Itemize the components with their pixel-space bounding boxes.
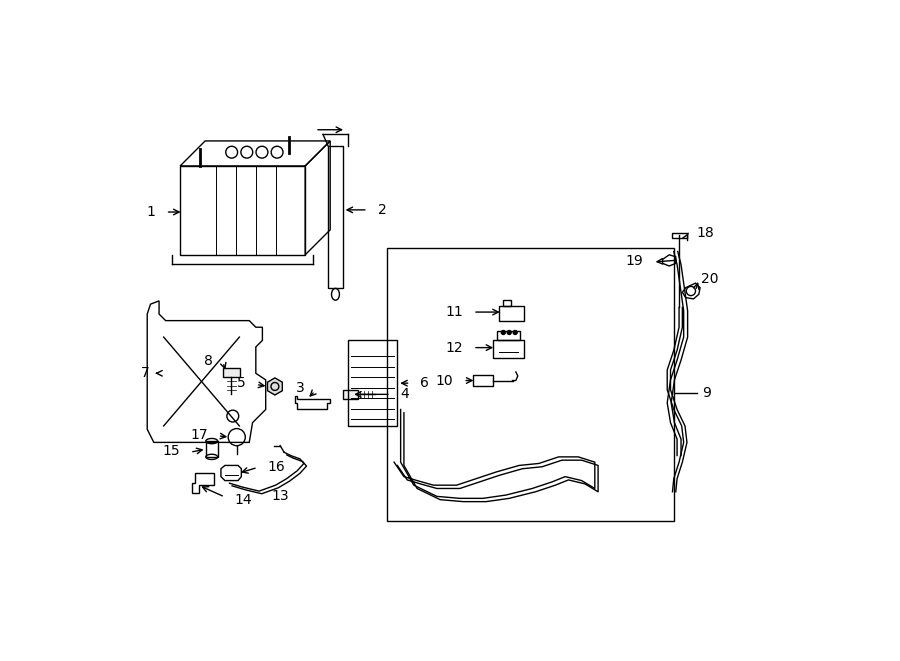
Text: 8: 8 (204, 354, 213, 368)
Bar (388, 249, 674, 522)
Bar (348, 340, 397, 426)
Bar (223, 368, 240, 377)
Text: 18: 18 (697, 226, 715, 240)
Circle shape (513, 330, 518, 334)
Text: 13: 13 (271, 488, 289, 503)
Bar (503, 299, 511, 306)
Text: 12: 12 (446, 340, 464, 354)
Text: 19: 19 (626, 254, 644, 268)
Bar (497, 331, 520, 340)
Circle shape (501, 330, 505, 334)
Text: 5: 5 (238, 376, 246, 390)
Circle shape (508, 330, 511, 334)
Bar (500, 306, 525, 321)
Text: 9: 9 (702, 386, 711, 400)
Bar (344, 390, 358, 399)
Text: 14: 14 (234, 492, 252, 507)
Text: 6: 6 (420, 376, 429, 390)
Bar (473, 375, 493, 387)
Text: 3: 3 (296, 381, 304, 395)
Text: 4: 4 (400, 387, 410, 401)
Text: 20: 20 (701, 272, 719, 286)
Text: 16: 16 (267, 460, 284, 474)
Bar (493, 340, 525, 358)
Text: 15: 15 (163, 444, 180, 458)
Text: 17: 17 (190, 428, 208, 442)
Text: 7: 7 (141, 366, 150, 380)
Text: 2: 2 (378, 203, 386, 217)
Bar (328, 146, 343, 288)
Text: 11: 11 (446, 305, 464, 319)
Text: 10: 10 (436, 373, 454, 387)
Bar (206, 441, 218, 457)
Text: 1: 1 (146, 205, 155, 219)
